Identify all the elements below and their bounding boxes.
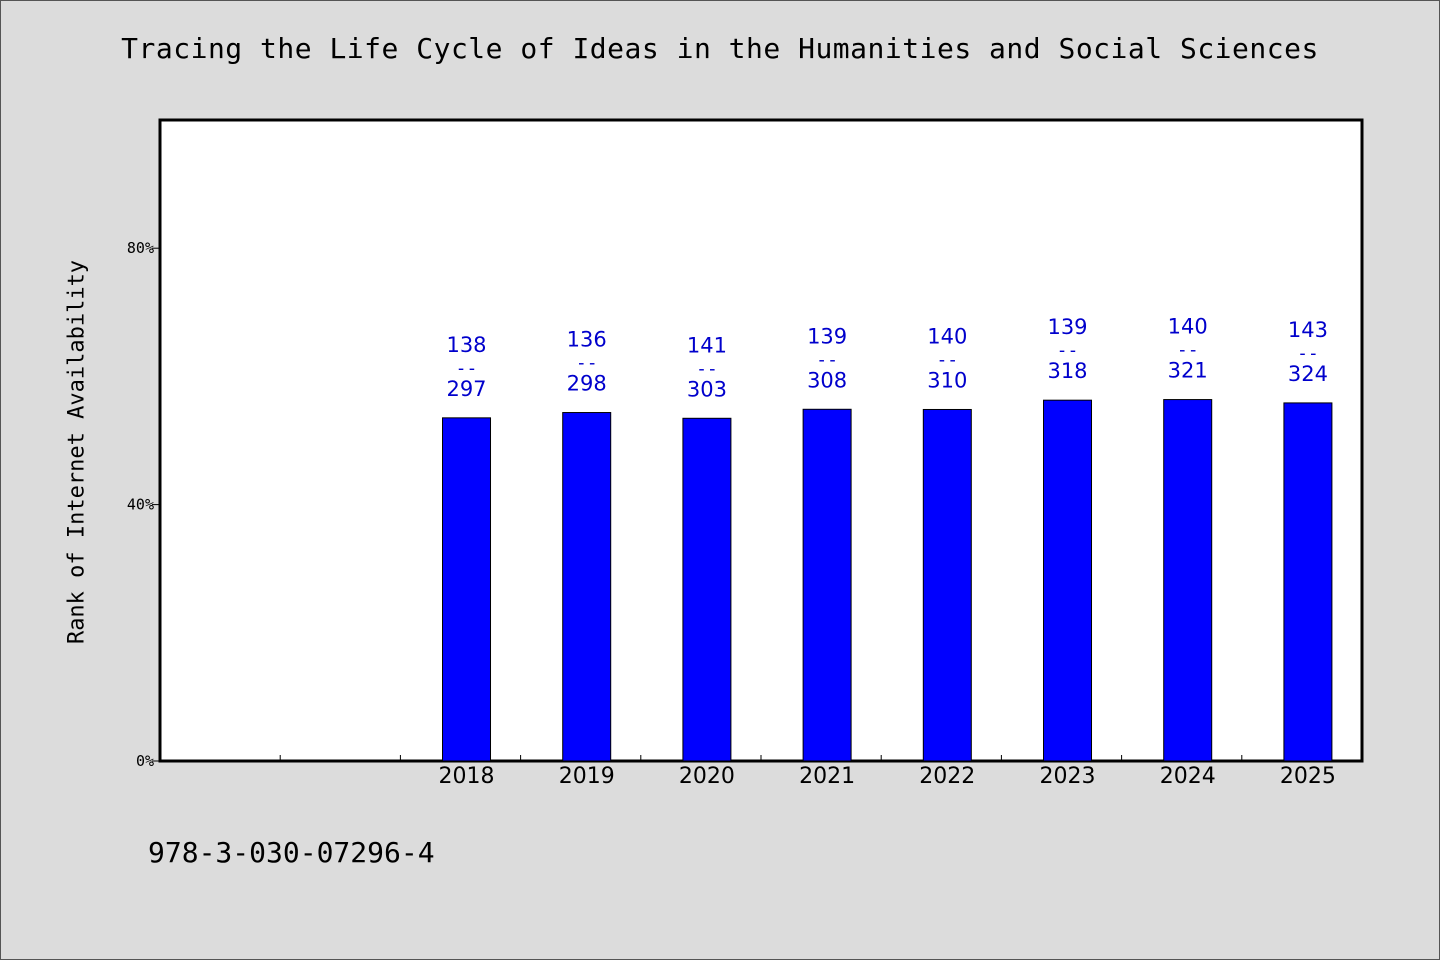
bar-label-separator: -- <box>936 349 958 370</box>
bar-label-bottom: 308 <box>807 368 847 392</box>
bar-label-bottom: 321 <box>1168 359 1208 383</box>
bar <box>922 408 972 762</box>
x-tick-label: 2023 <box>1040 764 1096 789</box>
bar <box>442 417 492 762</box>
y-tick-label: 80% <box>127 239 154 257</box>
bar-label-bottom: 298 <box>567 372 607 396</box>
bar <box>562 412 612 762</box>
bar-label-top: 136 <box>567 328 607 352</box>
bar-label-separator: -- <box>816 349 838 370</box>
x-tick-label: 2019 <box>559 764 615 789</box>
bar <box>682 417 732 762</box>
x-tick-label: 2022 <box>919 764 975 789</box>
x-tick-label: 2020 <box>679 764 735 789</box>
bar-label-separator: -- <box>1177 340 1199 361</box>
bar-label-bottom: 318 <box>1047 359 1087 383</box>
bar <box>1043 399 1093 762</box>
plot-area <box>158 118 1364 763</box>
bar-label-top: 140 <box>1168 315 1208 339</box>
bar-label-bottom: 297 <box>446 377 486 401</box>
bar-label-top: 143 <box>1288 318 1328 342</box>
bar-label-top: 139 <box>807 324 847 348</box>
bar-label-bottom: 310 <box>927 368 967 392</box>
bar-label-top: 141 <box>687 333 727 357</box>
bar-label-separator: -- <box>576 353 598 374</box>
y-tick-label: 40% <box>127 496 154 514</box>
bar-label-top: 139 <box>1047 315 1087 339</box>
bar-label-top: 138 <box>446 333 486 357</box>
bar-label-bottom: 324 <box>1288 362 1328 386</box>
bar-label-bottom: 303 <box>687 377 727 401</box>
chart-title: Tracing the Life Cycle of Ideas in the H… <box>121 32 1319 65</box>
bar-label-separator: -- <box>1057 340 1079 361</box>
isbn-label: 978-3-030-07296-4 <box>148 836 435 869</box>
bar <box>1283 402 1333 762</box>
bar <box>802 408 852 762</box>
x-tick-label: 2025 <box>1280 764 1336 789</box>
x-tick-label: 2024 <box>1160 764 1216 789</box>
x-tick-label: 2018 <box>439 764 495 789</box>
bar-label-separator: -- <box>456 358 478 379</box>
bar <box>1163 399 1213 762</box>
bar-label-separator: -- <box>696 358 718 379</box>
bar-label-separator: -- <box>1297 343 1319 364</box>
y-tick-label: 0% <box>136 752 154 770</box>
x-tick-label: 2021 <box>799 764 855 789</box>
bar-label-top: 140 <box>927 324 967 348</box>
